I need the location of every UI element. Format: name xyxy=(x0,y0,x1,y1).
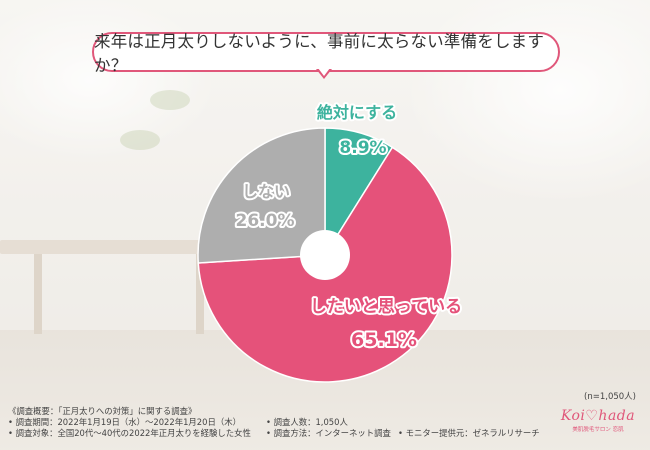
background-table-leg xyxy=(196,254,204,334)
brand-logo: Koi♡hada 美肌脱毛サロン 恋肌 xyxy=(552,408,644,446)
slice-definitely-label: 絶対にする xyxy=(317,103,397,122)
background-plant xyxy=(150,90,190,110)
question-text: 来年は正月太りしないように、事前に太らない準備をしますか？ xyxy=(94,32,545,75)
slice-will-not-label: しない xyxy=(242,182,290,201)
footnote-method: • 調査方法：インターネット調査 xyxy=(266,428,391,438)
slice-would-like-to-label: したいと思っている xyxy=(310,297,462,317)
slice-would-like-to-value: 65.1% xyxy=(351,329,417,351)
footnote-period: • 調査期間：2022年1月19日（水）〜2022年1月20日（木） xyxy=(8,417,241,427)
slice-will-not xyxy=(197,127,326,264)
pie-center-hole xyxy=(300,230,350,280)
footnote-count: • 調査人数：1,050人 xyxy=(266,417,348,427)
background-table xyxy=(0,240,220,254)
brand-logo-name: Koi♡hada xyxy=(560,408,636,424)
sample-size: (n=1,050人) xyxy=(584,392,636,402)
brand-logo-sub: 美肌脱毛サロン 恋肌 xyxy=(572,427,624,433)
background-plant xyxy=(120,130,160,150)
question-bubble: 来年は正月太りしないように、事前に太らない準備をしますか？ xyxy=(92,32,560,75)
slice-definitely-value: 8.9% xyxy=(339,138,386,158)
slice-will-not-value: 26.0% xyxy=(236,211,295,231)
background-table-leg xyxy=(34,254,42,334)
footnote-target: • 調査対象：全国20代〜40代の2022年正月太りを経験した女性 xyxy=(8,428,251,438)
question-bubble-tail-inner xyxy=(318,68,330,76)
footnote-provider: • モニター提供元：ゼネラルリサーチ xyxy=(398,428,540,438)
survey-footnote: 《調査概要：「正月太りへの対策」に関する調査》 • 調査期間：2022年1月19… xyxy=(8,406,568,439)
footnote-heading: 《調査概要：「正月太りへの対策」に関する調査》 xyxy=(8,406,197,416)
